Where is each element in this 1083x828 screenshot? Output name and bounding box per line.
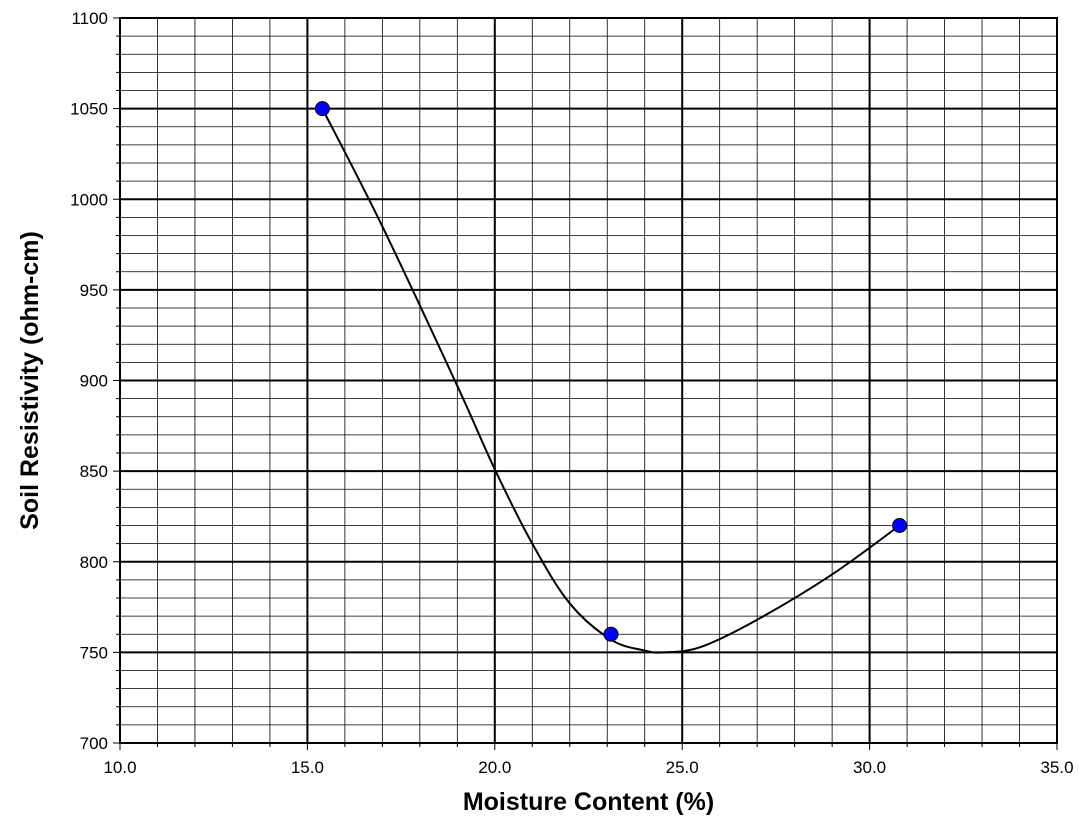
x-tick-label: 15.0 xyxy=(291,758,324,777)
x-tick-label: 20.0 xyxy=(478,758,511,777)
y-tick-label: 850 xyxy=(80,462,108,481)
x-tick-label: 35.0 xyxy=(1040,758,1073,777)
trend-curve xyxy=(321,108,901,654)
data-points xyxy=(314,101,908,642)
tick-marks xyxy=(113,17,1058,750)
data-point xyxy=(892,518,908,533)
major-grid xyxy=(120,18,1057,743)
x-tick-label: 25.0 xyxy=(666,758,699,777)
y-tick-label: 1050 xyxy=(70,100,108,119)
y-tick-label: 1100 xyxy=(71,9,108,28)
x-axis-title: Moisture Content (%) xyxy=(463,788,714,816)
data-point xyxy=(603,626,619,642)
y-tick-label: 800 xyxy=(80,553,108,572)
x-tick-labels: 10.0 15.0 20.0 25.0 30.0 35.0 xyxy=(103,758,1073,777)
y-tick-label: 1000 xyxy=(70,190,108,209)
data-point xyxy=(314,101,330,117)
y-tick-label: 950 xyxy=(80,281,108,300)
y-axis-title: Soil Resistivity (ohm-cm) xyxy=(16,231,44,530)
x-tick-label: 10.0 xyxy=(103,758,136,777)
y-tick-labels: 700 750 800 850 900 950 1000 1050 1100 xyxy=(70,9,108,753)
y-tick-label: 900 xyxy=(80,372,108,391)
y-tick-label: 700 xyxy=(80,734,108,753)
x-tick-label: 30.0 xyxy=(853,758,886,777)
y-tick-label: 750 xyxy=(80,643,108,662)
